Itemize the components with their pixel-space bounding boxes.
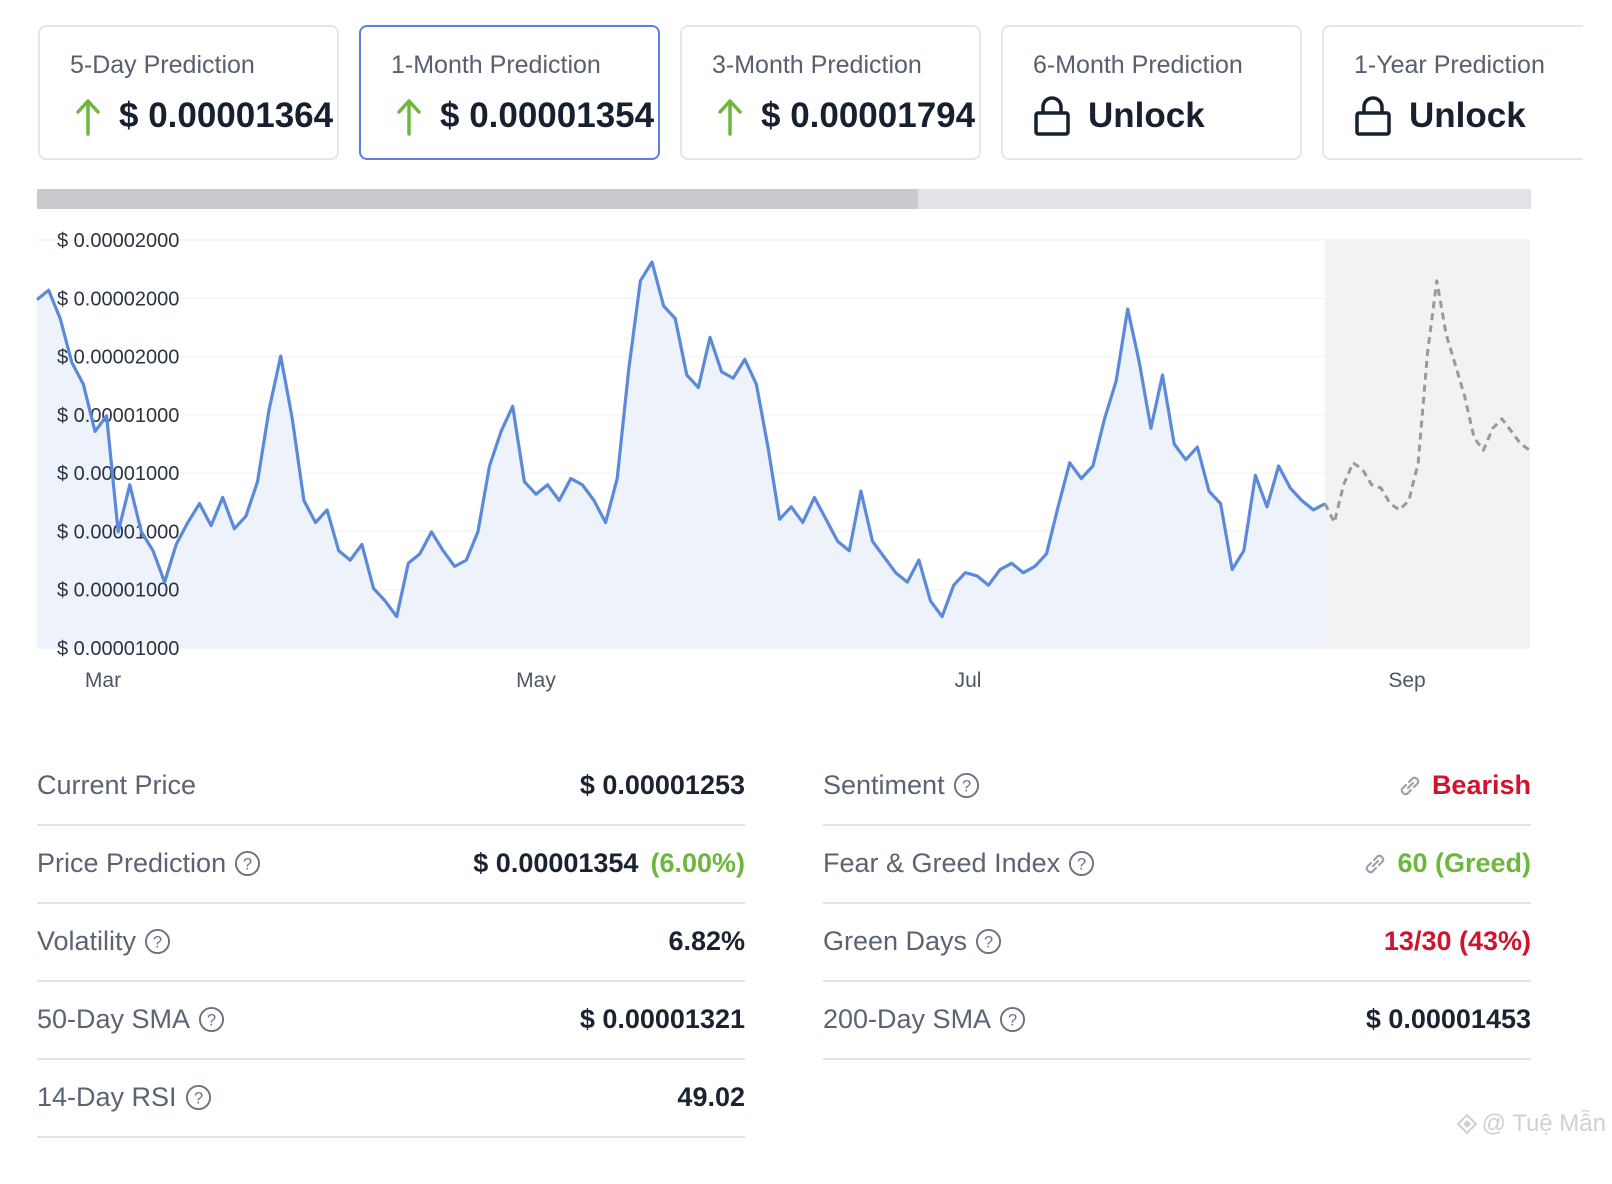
help-icon[interactable]: ? [234, 850, 261, 877]
card-value: Unlock [1355, 93, 1526, 139]
price-chart: $ 0.00002000 $ 0.00002000 $ 0.00002000 $ 0.… [35, 230, 1531, 692]
unlock-label: Unlock [1088, 96, 1205, 135]
stat-label: Volatility ? [37, 926, 171, 957]
chart-scrollbar[interactable] [37, 189, 1531, 209]
stat-value[interactable]: 60 (Greed) [1361, 848, 1531, 879]
y-tick-label: $ 0.00002000 [57, 347, 179, 369]
card-value-text: $ 0.00001354 [440, 96, 655, 135]
card-title: 1-Year Prediction [1354, 51, 1545, 79]
green-days-value: 13/30 (43%) [1383, 926, 1531, 956]
stat-value: 49.02 [677, 1082, 745, 1112]
stat-label: Green Days ? [823, 926, 1002, 957]
y-tick-label: $ 0.00001000 [57, 463, 179, 485]
diamond-logo-icon [1456, 1113, 1477, 1135]
stat-row-fear-greed-index: Fear & Greed Index ? 60 (Greed) [823, 826, 1531, 904]
stat-value: $ 0.00001253 [579, 770, 745, 800]
svg-text:?: ? [153, 933, 162, 951]
sentiment-value: Bearish [1431, 770, 1531, 800]
stats-left: Current Price $ 0.00001253 Price Predict… [37, 748, 745, 1138]
card-1-year-prediction[interactable]: 1-Year Prediction Unlock [1322, 25, 1583, 160]
stat-value: 6.82% [668, 926, 745, 956]
card-title: 1-Month Prediction [391, 51, 601, 79]
card-value: $ 0.00001794 [717, 93, 975, 139]
stat-row-current-price: Current Price $ 0.00001253 [37, 748, 745, 826]
stat-label: Current Price [37, 770, 197, 800]
unlock-label: Unlock [1409, 96, 1526, 135]
x-tick-label: Jul [955, 669, 982, 692]
stat-row-200-day-sma: 200-Day SMA ? $ 0.00001453 [823, 982, 1531, 1060]
help-icon[interactable]: ? [975, 928, 1002, 955]
stat-row-green-days: Green Days ? 13/30 (43%) [823, 904, 1531, 982]
stat-label: 200-Day SMA ? [823, 1004, 1026, 1035]
y-tick-label: $ 0.00001000 [57, 638, 179, 660]
help-icon[interactable]: ? [953, 772, 980, 799]
forecast-region [1325, 240, 1530, 648]
svg-text:?: ? [207, 1011, 216, 1029]
x-tick-label: May [516, 669, 556, 692]
x-tick-label: Sep [1388, 669, 1425, 692]
card-title: 3-Month Prediction [712, 51, 922, 79]
stat-label: 50-Day SMA ? [37, 1004, 225, 1035]
svg-text:?: ? [984, 933, 993, 951]
svg-text:?: ? [194, 1089, 203, 1107]
stat-row-50-day-sma: 50-Day SMA ? $ 0.00001321 [37, 982, 745, 1060]
forecast-line [1323, 279, 1531, 524]
stats-right: Sentiment ? Bearish Fear & Greed Index ?… [823, 748, 1531, 1060]
card-1-month-prediction[interactable]: 1-Month Prediction $ 0.00001354 [359, 25, 660, 160]
percent-change: (6.00%) [650, 848, 745, 878]
card-6-month-prediction[interactable]: 6-Month Prediction Unlock [1001, 25, 1302, 160]
card-value-text: $ 0.00001794 [761, 96, 976, 135]
card-title: 6-Month Prediction [1033, 51, 1243, 79]
stat-value: $ 0.00001354 (6.00%) [473, 848, 745, 878]
stat-label: Price Prediction ? [37, 848, 261, 879]
watermark: @ Tuệ Mẫn [1456, 1110, 1606, 1138]
svg-text:?: ? [243, 855, 252, 873]
stat-value: $ 0.00001453 [1365, 1004, 1531, 1034]
y-tick-label: $ 0.00002000 [57, 288, 179, 310]
arrow-up-icon [397, 99, 421, 136]
scrollbar-thumb[interactable] [37, 189, 919, 209]
svg-text:?: ? [962, 777, 971, 795]
help-icon[interactable]: ? [144, 928, 171, 955]
card-value: $ 0.00001354 [396, 93, 654, 139]
link-icon[interactable] [1396, 772, 1424, 800]
price-line [35, 260, 1326, 619]
card-3-month-prediction[interactable]: 3-Month Prediction $ 0.00001794 [680, 25, 981, 160]
svg-text:?: ? [1008, 1011, 1017, 1029]
stat-label: 14-Day RSI ? [37, 1082, 212, 1113]
help-icon[interactable]: ? [1068, 850, 1095, 877]
y-tick-label: $ 0.00001000 [57, 580, 179, 602]
svg-text:?: ? [1077, 855, 1086, 873]
arrow-up-icon [76, 99, 100, 136]
y-tick-label: $ 0.00001000 [57, 405, 179, 427]
stat-row-price-prediction: Price Prediction ? $ 0.00001354 (6.00%) [37, 826, 745, 904]
help-icon[interactable]: ? [198, 1006, 225, 1033]
stat-value[interactable]: Bearish [1396, 770, 1531, 801]
help-icon[interactable]: ? [999, 1006, 1026, 1033]
stat-label: Sentiment ? [823, 770, 980, 801]
card-value: $ 0.00001364 [75, 93, 333, 139]
x-tick-label: Mar [85, 669, 121, 692]
stat-value: 13/30 (43%) [1384, 926, 1531, 957]
fear-greed-value: 60 (Greed) [1397, 848, 1531, 878]
stat-row-sentiment: Sentiment ? Bearish [823, 748, 1531, 826]
arrow-up-icon [718, 99, 742, 136]
card-title: 5-Day Prediction [70, 51, 255, 79]
stat-row-volatility: Volatility ? 6.82% [37, 904, 745, 982]
lock-icon [1034, 96, 1070, 136]
area-fill [37, 262, 1325, 648]
stat-label: Fear & Greed Index ? [823, 848, 1095, 879]
y-tick-label: $ 0.00002000 [57, 230, 179, 252]
help-icon[interactable]: ? [185, 1084, 212, 1111]
card-value-text: $ 0.00001364 [119, 96, 334, 135]
link-icon[interactable] [1361, 850, 1389, 878]
stat-row-14-day-rsi: 14-Day RSI ? 49.02 [37, 1060, 745, 1138]
card-value: Unlock [1034, 93, 1205, 139]
card-5-day-prediction[interactable]: 5-Day Prediction $ 0.00001364 [38, 25, 339, 160]
prediction-cards: 5-Day Prediction $ 0.00001364 1-Month Pr… [38, 25, 1583, 161]
lock-icon [1355, 96, 1391, 136]
stat-value: $ 0.00001321 [579, 1004, 745, 1034]
